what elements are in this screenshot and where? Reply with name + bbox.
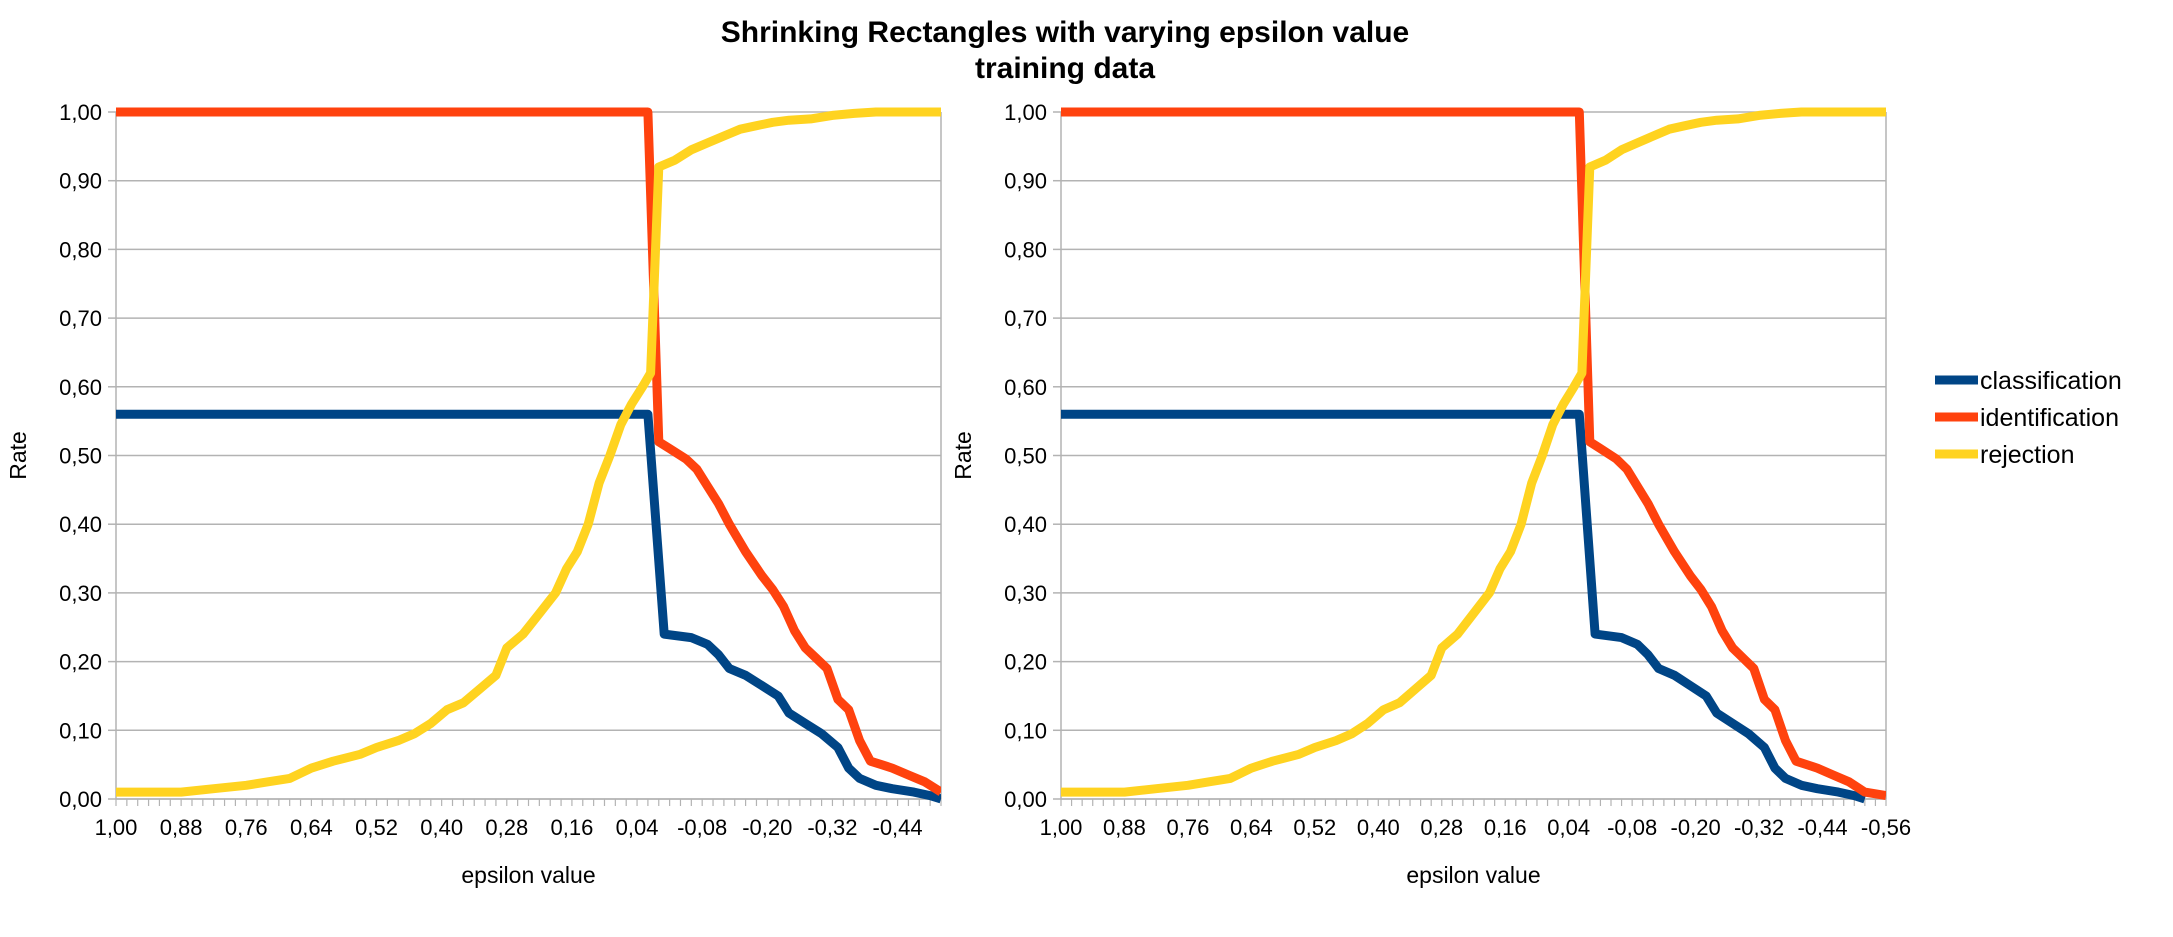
series-group bbox=[116, 107, 941, 804]
series-line-classification bbox=[1061, 409, 1867, 804]
x-tick-label: 0,40 bbox=[1357, 815, 1400, 840]
x-tick-label: 0,88 bbox=[160, 815, 203, 840]
x-tick-label: -0,44 bbox=[1797, 815, 1847, 840]
y-tick-label: 0,90 bbox=[59, 169, 102, 194]
x-tick-label: 0,88 bbox=[1103, 815, 1146, 840]
y-tick-label: 0,20 bbox=[1004, 650, 1047, 675]
x-axis-label: epsilon value bbox=[461, 862, 595, 888]
series-group bbox=[1061, 107, 1886, 804]
y-tick-label: 0,80 bbox=[59, 237, 102, 262]
y-axis-label: Rate bbox=[950, 431, 976, 480]
series-line-identification bbox=[116, 107, 941, 796]
x-tick-label: 0,64 bbox=[290, 815, 333, 840]
series-line-identification bbox=[1061, 107, 1886, 801]
y-tick-label: 0,70 bbox=[59, 306, 102, 331]
x-tick-label: -0,08 bbox=[677, 815, 727, 840]
x-tick-label: -0,56 bbox=[1861, 815, 1911, 840]
x-tick-label: -0,32 bbox=[1734, 815, 1784, 840]
x-tick-label: -0,20 bbox=[1671, 815, 1721, 840]
y-tick-label: 0,10 bbox=[1004, 718, 1047, 743]
x-tick-label: -0,08 bbox=[1607, 815, 1657, 840]
x-tick-label: 0,52 bbox=[355, 815, 398, 840]
chart-title-line1: Shrinking Rectangles with varying epsilo… bbox=[721, 16, 1410, 49]
series-line-rejection bbox=[1061, 107, 1886, 797]
x-tick-label: -0,32 bbox=[807, 815, 857, 840]
chart-title-line2: training data bbox=[975, 52, 1155, 85]
y-tick-label: 0,50 bbox=[1004, 444, 1047, 469]
legend-label-identification: identification bbox=[1980, 404, 2119, 432]
legend-label-classification: classification bbox=[1980, 367, 2122, 395]
x-tick-label: 0,04 bbox=[616, 815, 659, 840]
y-tick-label: 1,00 bbox=[1004, 100, 1047, 125]
y-axis-label: Rate bbox=[5, 431, 31, 480]
y-tick-label: 0,00 bbox=[59, 787, 102, 812]
x-tick-label: 0,16 bbox=[551, 815, 594, 840]
x-tick-label: 1,00 bbox=[95, 815, 138, 840]
y-tick-label: 0,70 bbox=[1004, 306, 1047, 331]
x-tick-label: 0,04 bbox=[1547, 815, 1590, 840]
legend: classification identification rejection bbox=[1935, 367, 2122, 469]
y-tick-label: 0,60 bbox=[1004, 375, 1047, 400]
chart-panel-right: 0,00 0,10 0,20 0,30 0,40 0,50 0,60 0,70 0,80 0,90… bbox=[950, 100, 1911, 888]
x-tick-label: -0,44 bbox=[873, 815, 923, 840]
y-tick-label: 0,20 bbox=[59, 650, 102, 675]
series-line-rejection bbox=[116, 107, 941, 797]
x-axis-label: epsilon value bbox=[1406, 862, 1540, 888]
y-tick-label: 1,00 bbox=[59, 100, 102, 125]
y-tick-label: 0,60 bbox=[59, 375, 102, 400]
y-tick-label: 0,90 bbox=[1004, 169, 1047, 194]
y-tick-label: 0,10 bbox=[59, 718, 102, 743]
y-tick-label: 0,30 bbox=[1004, 581, 1047, 606]
series-line-classification bbox=[116, 409, 941, 804]
y-tick-label: 0,30 bbox=[59, 581, 102, 606]
legend-label-rejection: rejection bbox=[1980, 441, 2075, 469]
y-tick-label: 0,00 bbox=[1004, 787, 1047, 812]
x-tick-label: 1,00 bbox=[1040, 815, 1083, 840]
x-tick-label: 0,40 bbox=[420, 815, 463, 840]
y-tick-label: 0,80 bbox=[1004, 237, 1047, 262]
chart-panel-left: 0,00 0,10 0,20 0,30 0,40 0,50 0,60 0,70 0,80 0,90… bbox=[5, 100, 942, 888]
x-tick-label: 0,52 bbox=[1293, 815, 1336, 840]
x-tick-label: 0,16 bbox=[1484, 815, 1527, 840]
x-tick-label: 0,64 bbox=[1230, 815, 1273, 840]
y-tick-label: 0,50 bbox=[59, 444, 102, 469]
y-tick-label: 0,40 bbox=[59, 512, 102, 537]
x-tick-label: 0,28 bbox=[1420, 815, 1463, 840]
x-tick-label: 0,76 bbox=[1167, 815, 1210, 840]
x-tick-label: -0,20 bbox=[742, 815, 792, 840]
x-tick-label: 0,76 bbox=[225, 815, 268, 840]
x-tick-label: 0,28 bbox=[485, 815, 528, 840]
y-tick-label: 0,40 bbox=[1004, 512, 1047, 537]
